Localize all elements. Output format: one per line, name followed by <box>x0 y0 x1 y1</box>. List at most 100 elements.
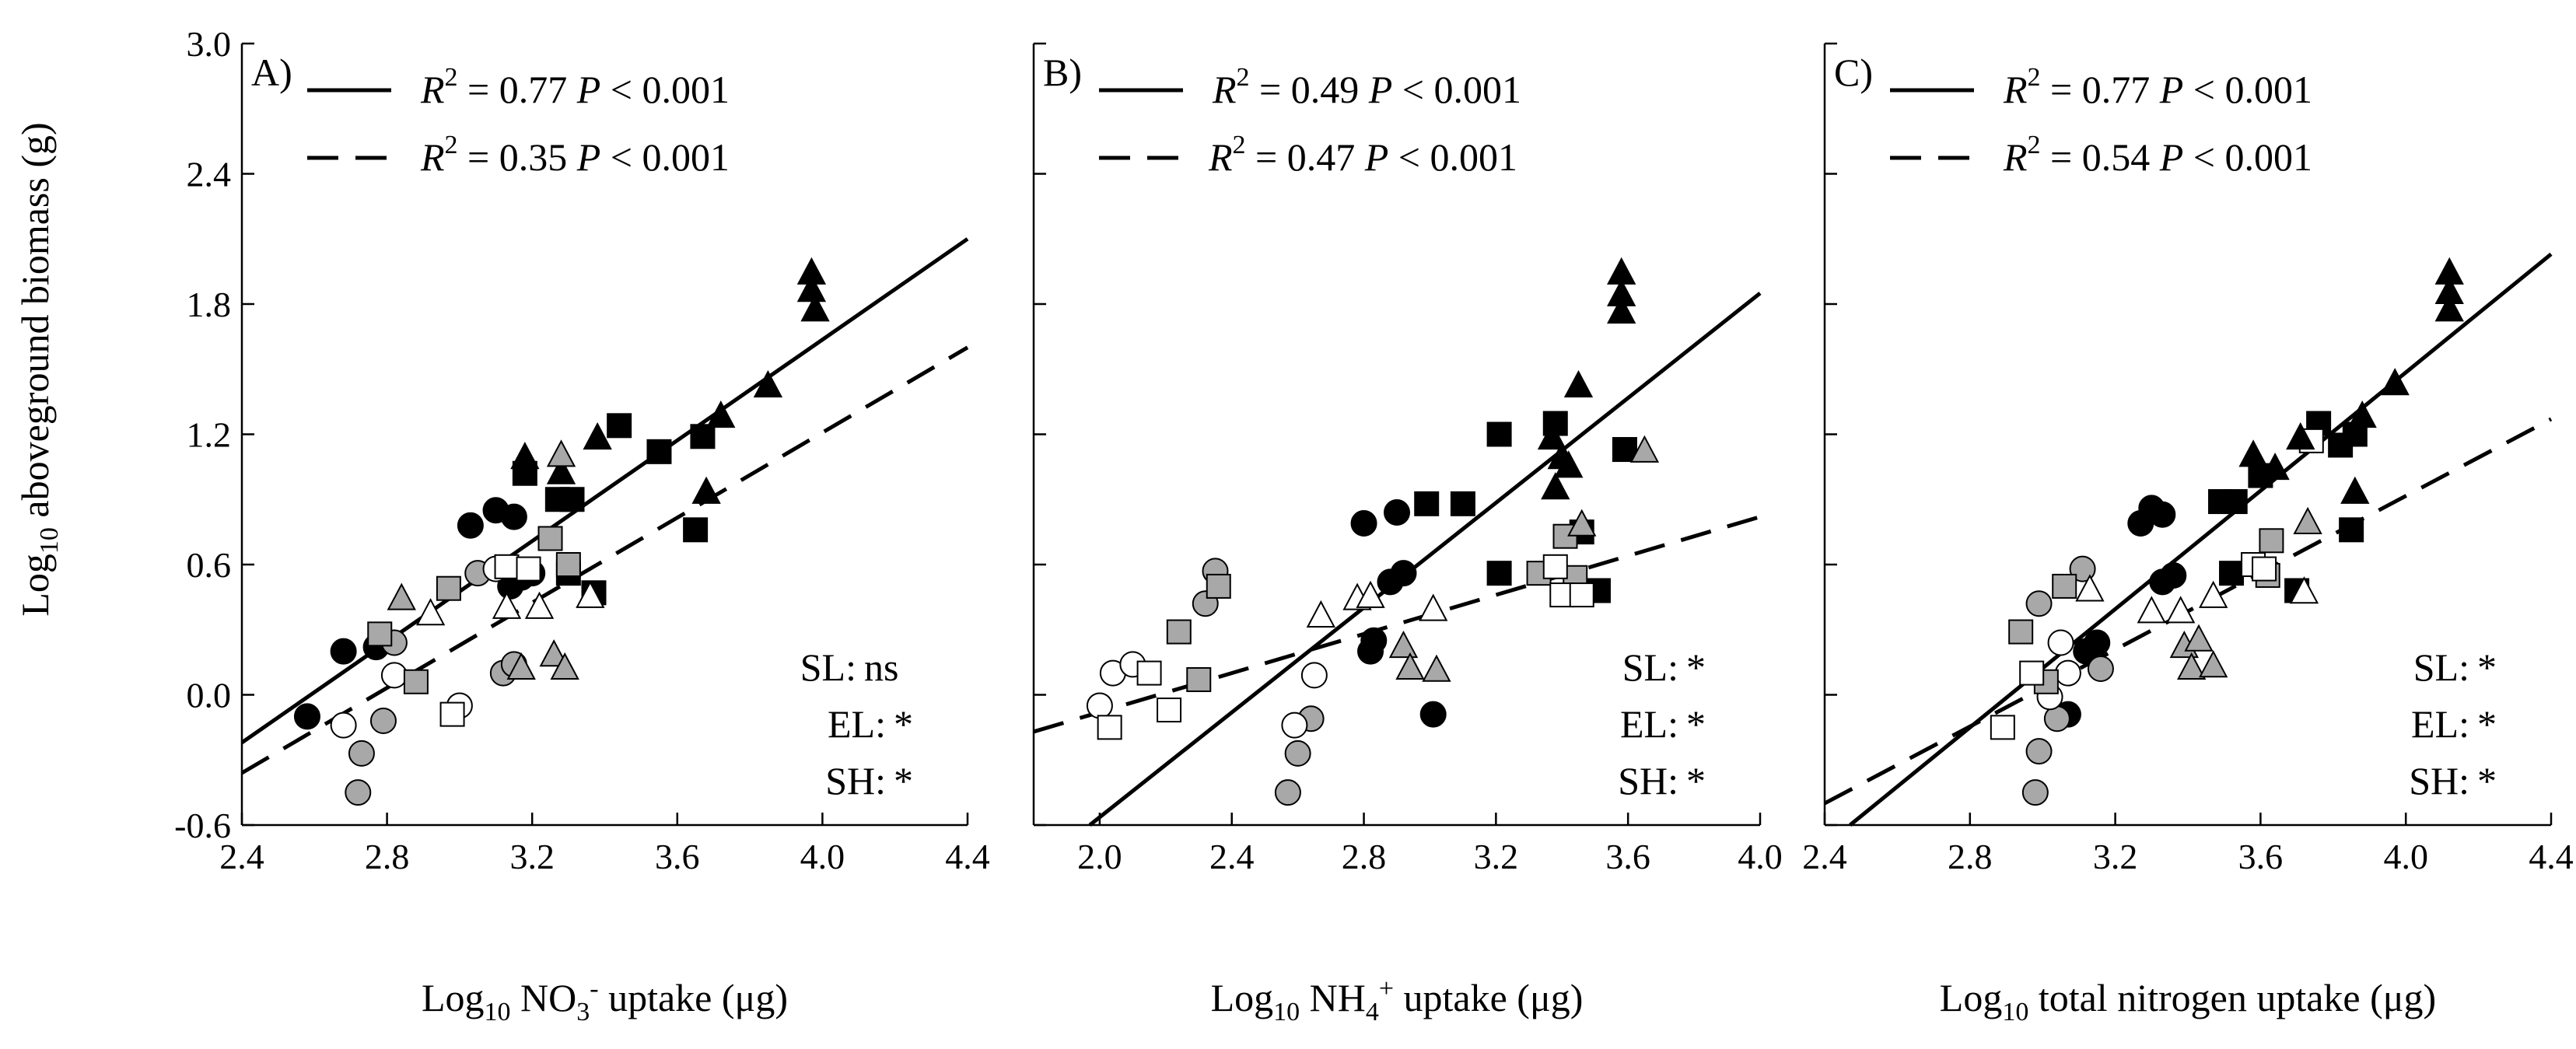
legend-p-symbol: P <box>576 135 601 179</box>
open-square-point <box>1136 660 1162 686</box>
panel-label: C) <box>1834 51 1873 94</box>
filled-square-point <box>1486 421 1512 447</box>
x-tick-label: 4.0 <box>800 837 845 876</box>
stat-value: * <box>1686 759 1706 802</box>
filled-circle-point <box>1390 560 1417 587</box>
filled-circle-point <box>2084 629 2111 656</box>
stat-value: ns <box>864 645 898 689</box>
gray-square-point <box>436 575 461 601</box>
stat-label: EL: <box>828 702 886 746</box>
gray-triangle-point <box>1629 435 1660 463</box>
gray-triangle-point <box>550 652 579 680</box>
open-square-point <box>1569 582 1594 608</box>
gray-triangle-point <box>1395 652 1425 680</box>
x-title-part: NO <box>511 976 577 1019</box>
filled-square-point <box>683 517 709 543</box>
gray-triangle-point <box>2293 506 2322 534</box>
filled-triangle-point <box>1607 296 1636 324</box>
open-square-point <box>516 556 541 582</box>
gray-triangle-point <box>1567 509 1597 537</box>
gray-triangle-point <box>387 582 416 610</box>
gray-triangle-point <box>1422 654 1451 682</box>
gray-triangle-point <box>1388 630 1419 659</box>
filled-square-point <box>2339 517 2364 543</box>
x-axis-title: Log10 total nitrogen uptake (μg) <box>1940 976 2436 1026</box>
gray-triangle-point <box>2199 650 2228 678</box>
x-tick-label: 4.4 <box>945 837 990 876</box>
fit-line-dashed <box>1033 515 1761 734</box>
gray-square-point <box>367 621 393 647</box>
legend-superscript: 2 <box>1237 63 1250 92</box>
panel-label: B) <box>1043 51 1082 94</box>
filled-circle-point <box>2160 561 2187 589</box>
gray-triangle-point <box>546 439 576 467</box>
open-square-point <box>1097 715 1122 740</box>
open-triangle-point <box>1356 580 1385 608</box>
x-title-part: uptake (μg) <box>599 976 788 1019</box>
stat-label: SH: <box>1618 759 1678 802</box>
open-square-point <box>439 701 465 727</box>
legend-superscript: 2 <box>445 63 458 92</box>
open-square-point <box>1542 554 1568 579</box>
legend-p-value: < 0.001 <box>600 68 730 111</box>
gray-circle-point <box>2025 738 2053 765</box>
legend-eq: = 0.77 <box>2041 68 2160 111</box>
x-title-part: + <box>1379 974 1394 1003</box>
legend-p-symbol: P <box>2159 68 2184 111</box>
open-triangle-point <box>2075 574 2105 602</box>
legend-p-value: < 0.001 <box>600 135 730 179</box>
legend-r-symbol: R <box>2003 68 2028 111</box>
x-tick-label: 2.8 <box>365 837 410 876</box>
x-title-part: 4 <box>1366 998 1379 1026</box>
x-title-part: - <box>590 974 598 1003</box>
filled-square-point <box>607 413 632 439</box>
gray-square-point <box>2008 619 2034 645</box>
open-triangle-point <box>1306 600 1336 628</box>
open-circle-point <box>330 712 357 739</box>
filled-triangle-point <box>1541 472 1570 500</box>
legend-p-symbol: P <box>1364 135 1389 179</box>
filled-triangle-point <box>2434 294 2464 322</box>
legend-entry: R2 = 0.54 P < 0.001 <box>2003 131 2312 179</box>
panel-1: -0.6 0.0 0.6 1.2 1.8 2.4 3.0 2.4 2.8 3.2 3.6 4.0 4.4… <box>174 24 990 1026</box>
x-title-part: Log <box>422 976 485 1019</box>
legend-entry: R2 = 0.35 P < 0.001 <box>420 131 730 179</box>
filled-triangle-point <box>2286 421 2315 450</box>
stat-label: SH: <box>825 759 886 802</box>
open-triangle-point <box>2165 596 2196 624</box>
x-axis-title: Log10 NO3- uptake (μg) <box>422 974 788 1026</box>
x-tick-label: 2.4 <box>219 837 264 876</box>
legend-p-value: < 0.001 <box>1392 68 1521 111</box>
filled-circle-point <box>1419 701 1447 728</box>
gray-circle-point <box>369 708 397 734</box>
x-title-part: NH <box>1300 976 1366 1019</box>
filled-triangle-point <box>2380 368 2410 396</box>
stat-label: SL: <box>800 645 856 689</box>
y-tick-label: 1.8 <box>187 285 232 324</box>
legend-r-symbol: R <box>420 68 445 111</box>
filled-square-point <box>559 487 585 512</box>
legend-r-symbol: R <box>2003 135 2028 179</box>
filled-square-point <box>646 439 672 464</box>
x-title-part: Log <box>1940 976 2003 1019</box>
open-triangle-point <box>524 591 555 619</box>
open-square-point <box>2252 556 2277 582</box>
gray-circle-point <box>2087 656 2114 682</box>
x-tick-label: 3.6 <box>655 837 700 876</box>
x-tick-label: 3.2 <box>509 837 555 876</box>
legend-entry: R2 = 0.49 P < 0.001 <box>1212 63 1521 111</box>
x-title-part: uptake (μg) <box>1394 976 1583 1019</box>
stat-label: SL: <box>2413 645 2469 689</box>
filled-circle-point <box>2149 501 2176 528</box>
filled-triangle-point <box>510 442 540 470</box>
gray-square-point <box>1186 666 1212 692</box>
x-tick-label: 2.8 <box>1948 837 1993 876</box>
open-circle-point <box>2054 659 2081 687</box>
stat-value: * <box>1686 702 1706 746</box>
legend-r-symbol: R <box>420 135 445 179</box>
legend-superscript: 2 <box>1233 131 1246 159</box>
stat-value: * <box>1686 645 1706 689</box>
legend-superscript: 2 <box>2028 131 2041 159</box>
open-triangle-point <box>2199 580 2228 608</box>
open-triangle-point <box>415 598 446 626</box>
